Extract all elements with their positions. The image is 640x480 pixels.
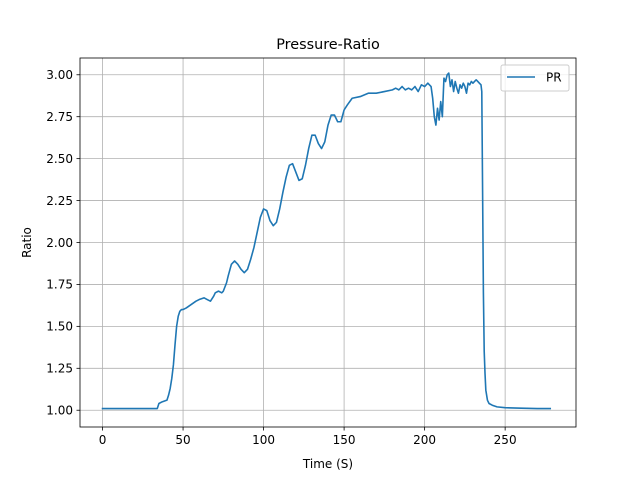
y-tick-label: 1.00	[46, 404, 73, 418]
y-tick-label: 2.25	[46, 194, 73, 208]
y-axis-label: Ratio	[20, 227, 34, 258]
y-axis-ticks: 1.00 1.25 1.50 1.75 2.00 2.25 2.50 2.75 3.00	[46, 68, 80, 418]
x-tick-label: 0	[99, 433, 107, 447]
legend-label-pr: PR	[546, 71, 562, 85]
series-line-pr	[101, 72, 552, 410]
y-tick-label: 1.75	[46, 278, 73, 292]
x-tick-label: 200	[413, 433, 436, 447]
x-axis-label: Time (S)	[302, 457, 353, 471]
x-tick-label: 150	[333, 433, 356, 447]
chart-title: Pressure-Ratio	[276, 37, 380, 53]
grid-lines	[80, 58, 576, 427]
x-tick-label: 250	[494, 433, 517, 447]
y-tick-label: 1.50	[46, 320, 73, 334]
x-tick-label: 100	[252, 433, 275, 447]
y-tick-label: 2.00	[46, 236, 73, 250]
y-tick-label: 3.00	[46, 68, 73, 82]
y-tick-label: 2.75	[46, 110, 73, 124]
legend-box	[500, 64, 570, 92]
legend: PR	[500, 64, 570, 92]
y-tick-label: 1.25	[46, 362, 73, 376]
y-tick-label: 2.50	[46, 152, 73, 166]
x-tick-label: 50	[175, 433, 190, 447]
data-lines	[101, 72, 552, 410]
x-axis-ticks: 0 50 100 150 200 250	[99, 427, 517, 447]
